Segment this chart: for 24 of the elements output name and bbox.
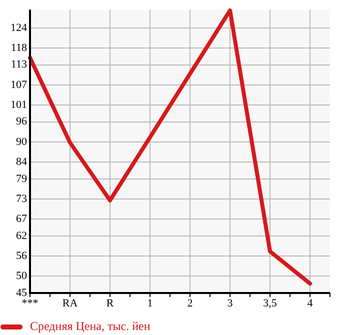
x-tick-label: 4 xyxy=(307,297,314,310)
x-tick-label: 3 xyxy=(227,297,234,310)
y-tick-label: 96 xyxy=(16,116,28,128)
y-tick-label: 62 xyxy=(16,230,27,242)
y-tick-label: 50 xyxy=(16,270,28,282)
x-tick-label: *** xyxy=(22,297,38,310)
x-tick-label: RA xyxy=(62,297,78,310)
y-tick-label: 118 xyxy=(10,42,28,54)
x-tick-label: 2 xyxy=(187,297,193,310)
x-tick-label: R xyxy=(106,297,114,310)
y-tick-label: 73 xyxy=(16,192,28,205)
legend-label: Средняя Цена, тыс. йен xyxy=(30,319,151,334)
y-tick-label: 56 xyxy=(16,250,28,262)
y-tick-label: 101 xyxy=(10,98,27,111)
x-tick-label: 3,5 xyxy=(263,297,278,310)
y-tick-label: 79 xyxy=(16,172,28,185)
y-tick-label: 84 xyxy=(16,156,28,168)
x-tick-label: 1 xyxy=(147,297,153,310)
y-tick-label: 90 xyxy=(16,136,28,148)
y-tick-label: 113 xyxy=(10,58,28,71)
y-tick-label: 107 xyxy=(10,78,28,91)
y-tick-label: 67 xyxy=(16,213,28,226)
y-tick-label: 45 xyxy=(16,286,28,299)
y-tick-label: 124 xyxy=(10,22,28,34)
